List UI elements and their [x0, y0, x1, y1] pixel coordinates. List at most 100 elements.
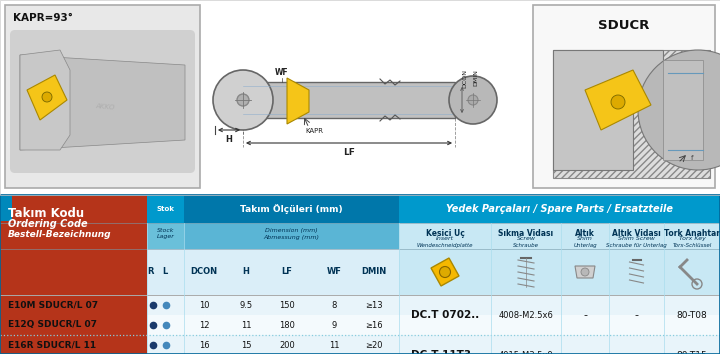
Text: 11: 11 — [329, 341, 339, 349]
FancyBboxPatch shape — [147, 223, 184, 249]
Text: -: - — [583, 350, 587, 354]
Text: DMIN: DMIN — [473, 70, 478, 86]
Polygon shape — [585, 70, 651, 130]
Text: 16: 16 — [199, 341, 210, 349]
Circle shape — [439, 267, 451, 278]
Text: -: - — [634, 350, 639, 354]
Text: 4008-M2.5x6: 4008-M2.5x6 — [498, 310, 554, 320]
Text: H: H — [243, 268, 249, 276]
Text: 8: 8 — [331, 301, 337, 309]
Text: DCON: DCON — [462, 69, 467, 87]
Circle shape — [213, 70, 273, 130]
Circle shape — [237, 94, 249, 106]
Text: Abmessung (mm): Abmessung (mm) — [264, 235, 320, 240]
Text: 80-T15: 80-T15 — [677, 350, 707, 354]
Text: Schraube für Unterlag: Schraube für Unterlag — [606, 243, 667, 248]
FancyBboxPatch shape — [0, 195, 12, 221]
Polygon shape — [20, 50, 70, 150]
Text: KAPR: KAPR — [305, 128, 323, 134]
Text: Shim: Shim — [577, 236, 593, 241]
FancyBboxPatch shape — [184, 195, 399, 223]
Text: Takım Kodu: Takım Kodu — [8, 207, 84, 220]
FancyBboxPatch shape — [5, 5, 200, 188]
FancyBboxPatch shape — [184, 223, 399, 249]
Text: DC.T 0702..: DC.T 0702.. — [411, 310, 479, 320]
Text: -: - — [634, 310, 639, 320]
Text: Kesici Uç: Kesici Uç — [426, 229, 464, 238]
Text: Torx-Schlüssel: Torx-Schlüssel — [672, 243, 711, 248]
Polygon shape — [431, 258, 459, 286]
FancyBboxPatch shape — [10, 30, 195, 173]
Text: Sıkma Vidası: Sıkma Vidası — [498, 229, 554, 238]
Text: Screw: Screw — [516, 236, 536, 241]
Text: 10: 10 — [199, 301, 210, 309]
FancyBboxPatch shape — [147, 195, 720, 223]
FancyBboxPatch shape — [609, 223, 664, 295]
Circle shape — [449, 76, 497, 124]
Text: WF: WF — [275, 68, 289, 77]
Text: Unterlag: Unterlag — [573, 243, 597, 248]
Text: -: - — [583, 310, 587, 320]
Text: Stock: Stock — [157, 228, 174, 233]
Text: 4015-M3.5x9: 4015-M3.5x9 — [499, 350, 554, 354]
Text: L: L — [163, 268, 168, 276]
Text: 9: 9 — [331, 320, 337, 330]
Text: 12: 12 — [199, 320, 210, 330]
Text: Altık: Altık — [575, 229, 595, 238]
FancyBboxPatch shape — [0, 195, 147, 354]
Text: Ordering Code: Ordering Code — [8, 219, 88, 229]
Text: ≥20: ≥20 — [365, 341, 383, 349]
Text: R: R — [148, 268, 154, 276]
Polygon shape — [575, 266, 595, 278]
Text: Altık Vidası: Altık Vidası — [612, 229, 661, 238]
Text: KAPR=93°: KAPR=93° — [13, 13, 73, 23]
Text: Schraube: Schraube — [513, 243, 539, 248]
Text: 15: 15 — [240, 341, 251, 349]
FancyBboxPatch shape — [533, 5, 715, 188]
Polygon shape — [287, 78, 309, 124]
Circle shape — [42, 92, 52, 102]
Text: Shim Screw: Shim Screw — [618, 236, 655, 241]
Polygon shape — [20, 55, 185, 150]
Text: 11: 11 — [240, 320, 251, 330]
Text: Yedek Parçaları / Spare Parts / Ersatzteile: Yedek Parçaları / Spare Parts / Ersatzte… — [446, 204, 673, 214]
Text: SDUCR: SDUCR — [598, 19, 649, 32]
Text: E16R SDUCR/L 11: E16R SDUCR/L 11 — [8, 341, 96, 349]
Text: DC.T 11T3..: DC.T 11T3.. — [411, 350, 479, 354]
FancyBboxPatch shape — [243, 82, 455, 118]
Text: 80-T08: 80-T08 — [677, 310, 707, 320]
Text: DMIN: DMIN — [361, 268, 387, 276]
Text: LF: LF — [343, 148, 355, 157]
Text: WF: WF — [327, 268, 341, 276]
Text: f: f — [691, 155, 693, 161]
FancyBboxPatch shape — [664, 223, 720, 295]
Text: E10M SDUCR/L 07: E10M SDUCR/L 07 — [8, 301, 98, 309]
Text: H: H — [225, 135, 233, 144]
Text: 9.5: 9.5 — [240, 301, 253, 309]
FancyBboxPatch shape — [491, 223, 561, 295]
Circle shape — [611, 95, 625, 109]
Text: 200: 200 — [279, 341, 295, 349]
Text: Insert: Insert — [436, 236, 454, 241]
Text: Takım Ölçüleri (mm): Takım Ölçüleri (mm) — [240, 204, 343, 214]
Polygon shape — [553, 50, 663, 170]
Text: E12Q SDUCR/L 07: E12Q SDUCR/L 07 — [8, 320, 97, 330]
Circle shape — [468, 95, 478, 105]
FancyBboxPatch shape — [663, 60, 703, 160]
Text: 150: 150 — [279, 301, 295, 309]
Text: Torx Key: Torx Key — [678, 236, 706, 241]
Text: 180: 180 — [279, 320, 295, 330]
FancyBboxPatch shape — [147, 249, 399, 295]
Text: Lager: Lager — [156, 234, 174, 239]
Text: ≥13: ≥13 — [365, 301, 383, 309]
FancyBboxPatch shape — [147, 223, 720, 249]
Text: Wendeschneidplatte: Wendeschneidplatte — [417, 243, 473, 248]
FancyBboxPatch shape — [553, 50, 710, 178]
Text: Bestell-Bezeichnung: Bestell-Bezeichnung — [8, 230, 112, 239]
Text: Tork Anahtar: Tork Anahtar — [664, 229, 720, 238]
Text: AKKO: AKKO — [95, 103, 114, 111]
Polygon shape — [27, 75, 67, 120]
FancyBboxPatch shape — [561, 223, 609, 295]
FancyBboxPatch shape — [147, 335, 720, 354]
FancyBboxPatch shape — [147, 295, 720, 315]
